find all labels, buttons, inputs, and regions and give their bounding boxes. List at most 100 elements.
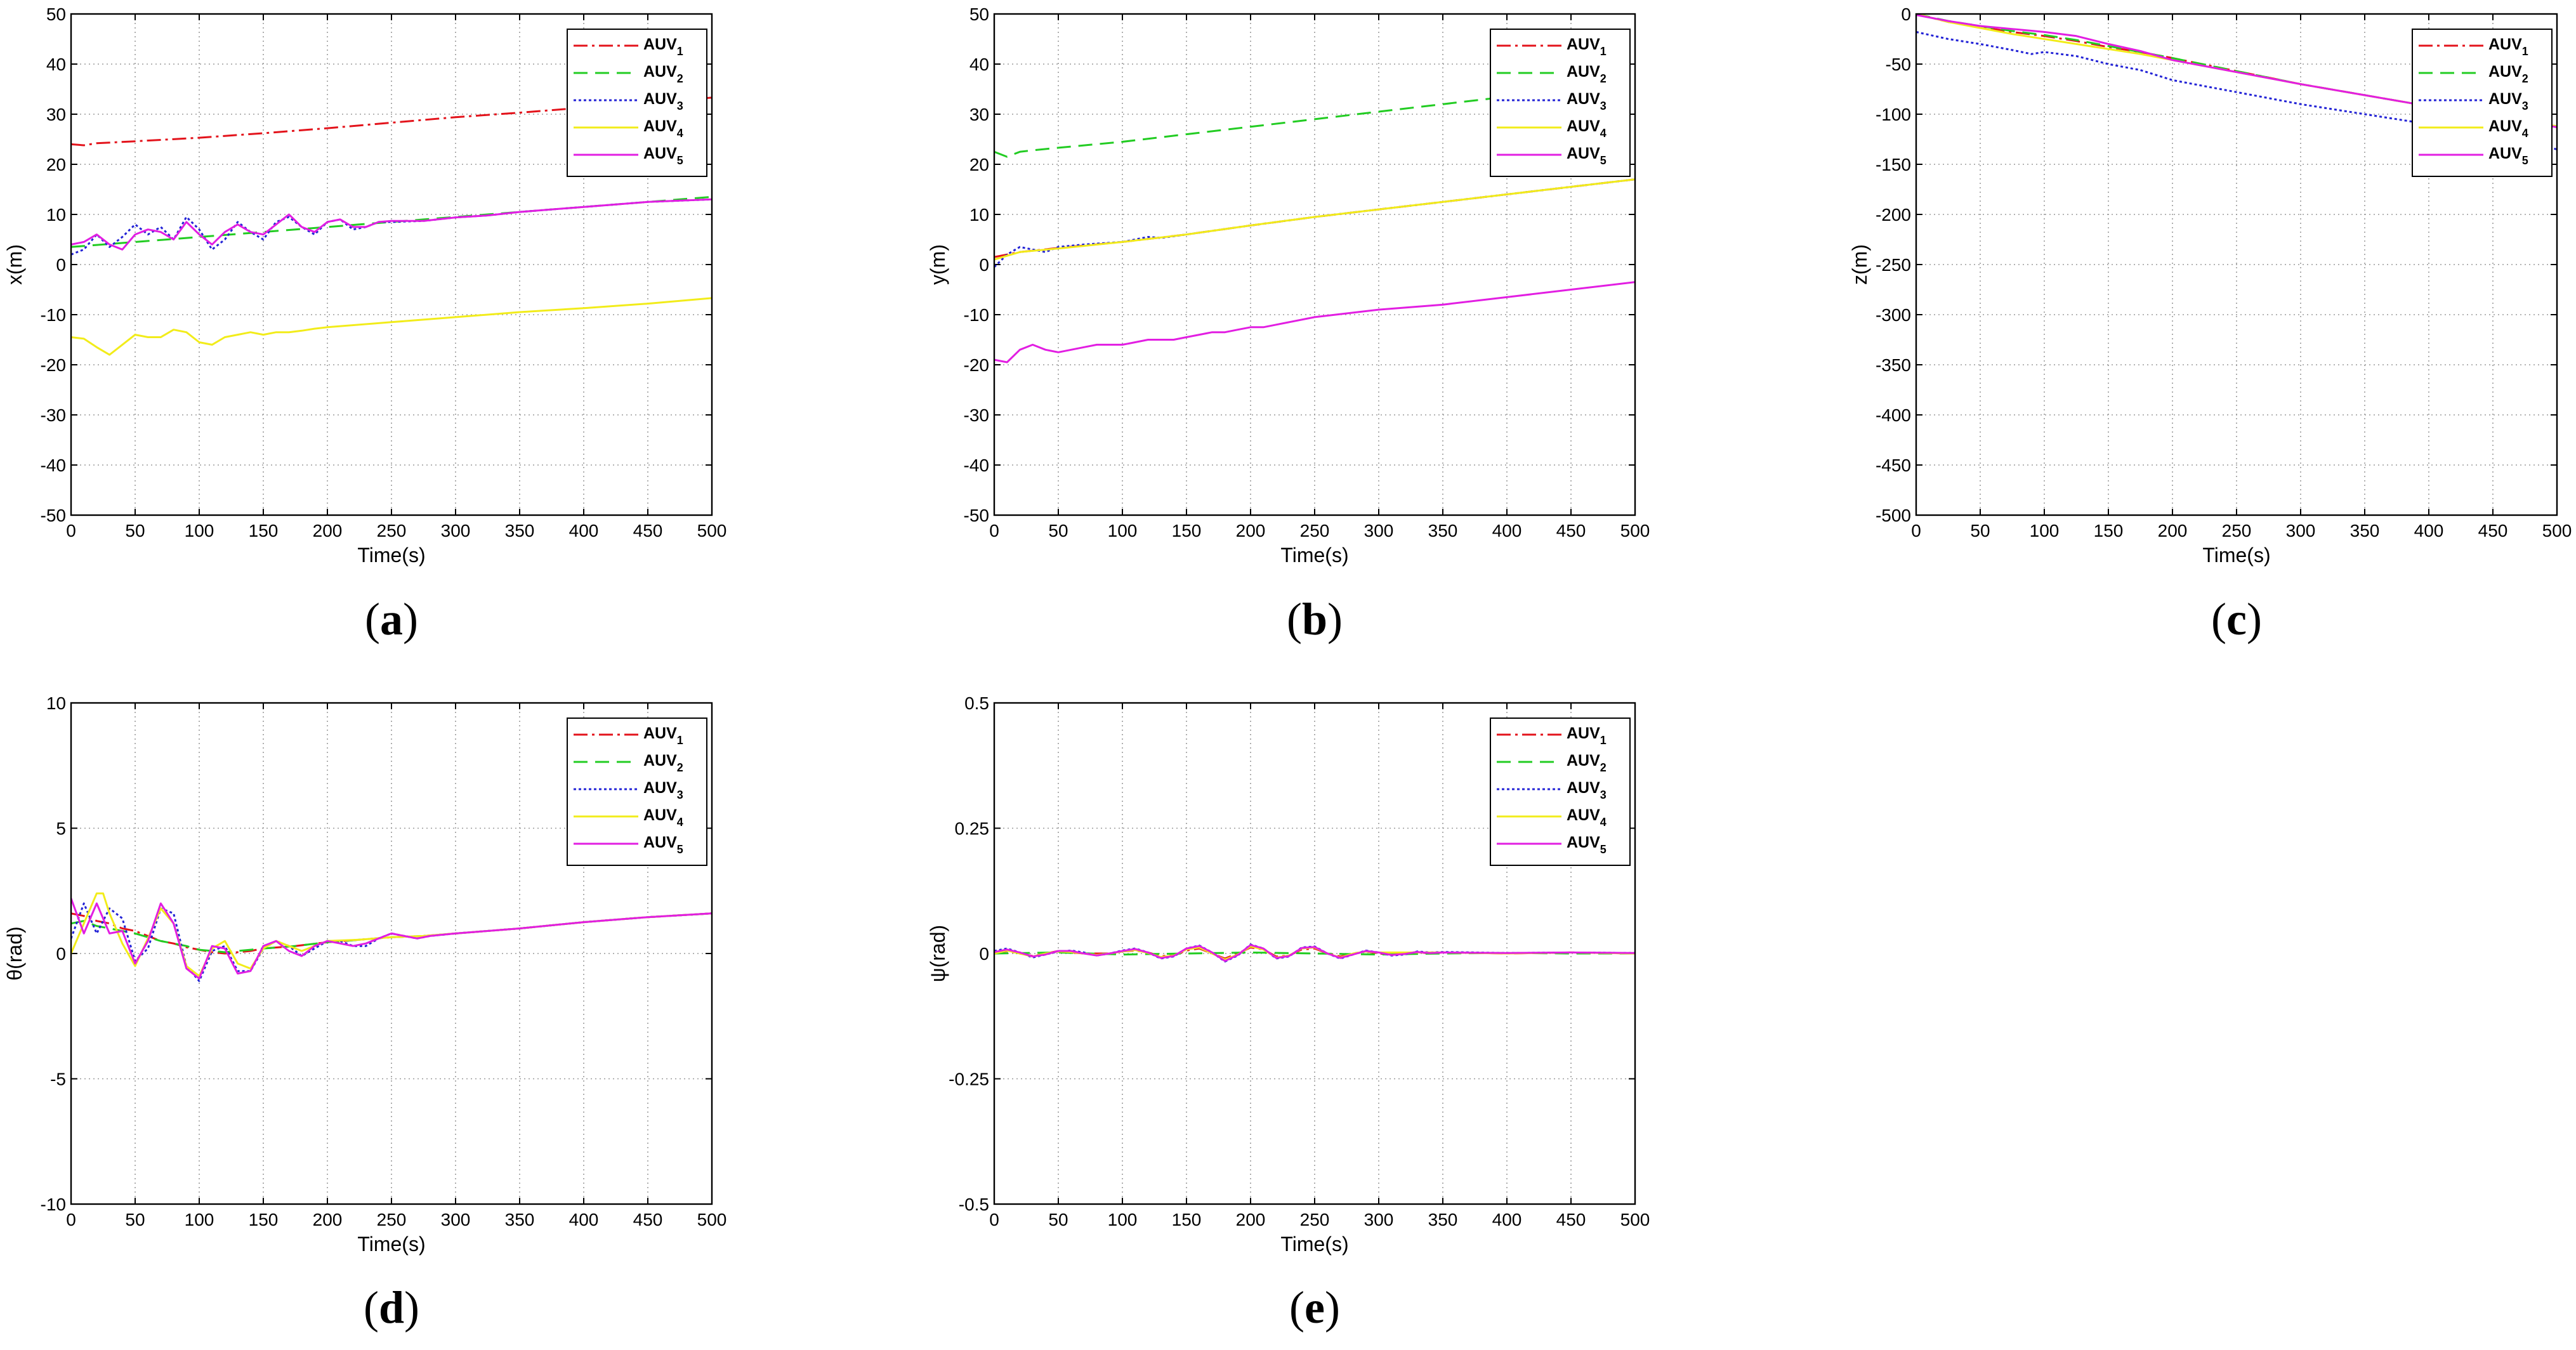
legend-label-subscript: 3 xyxy=(677,100,683,112)
x-tick-label: 450 xyxy=(1556,521,1586,541)
x-tick-label: 200 xyxy=(1236,1210,1266,1229)
x-tick-label: 50 xyxy=(125,1210,145,1229)
x-tick-label: 400 xyxy=(1492,521,1522,541)
legend-label-subscript: 1 xyxy=(1600,45,1607,58)
panel-caption: (b) xyxy=(1287,594,1343,645)
y-tick-label: 10 xyxy=(969,205,989,225)
y-tick-label: 10 xyxy=(46,693,66,713)
x-tick-label: 200 xyxy=(1236,521,1266,541)
legend-label-subscript: 4 xyxy=(2522,127,2528,140)
y-tick-label: 20 xyxy=(46,155,66,174)
axes-frame xyxy=(993,13,1636,516)
legend-label-subscript: 4 xyxy=(1600,816,1607,829)
x-tick-label: 350 xyxy=(505,1210,535,1229)
chart-panel-e: 0 50 100 150 200 250 300 350 400 450 500-0.5-0.250… xyxy=(926,693,1650,1333)
y-tick-label: -20 xyxy=(41,355,66,375)
x-tick-label: 150 xyxy=(1172,521,1202,541)
y-tick-label: 0 xyxy=(979,255,989,275)
y-tick-label: -100 xyxy=(1876,105,1911,124)
legend-label-subscript: 5 xyxy=(677,843,683,856)
x-tick-label: 250 xyxy=(1300,521,1330,541)
series-line-auv5 xyxy=(1916,14,2557,128)
legend-label-subscript: 4 xyxy=(677,127,683,140)
x-tick-label: 50 xyxy=(125,521,145,541)
x-tick-label: 200 xyxy=(313,1210,343,1229)
x-tick-label: 450 xyxy=(2478,521,2508,541)
legend-label-subscript: 1 xyxy=(677,734,683,747)
y-tick-label: 50 xyxy=(46,4,66,24)
x-tick-label: 350 xyxy=(2350,521,2380,541)
x-axis-label: Time(s) xyxy=(357,1233,425,1255)
legend-label-subscript: 2 xyxy=(1600,761,1607,774)
legend-box xyxy=(1490,718,1631,866)
axes-frame xyxy=(70,13,713,516)
y-tick-label: -40 xyxy=(41,455,66,475)
x-tick-label: 300 xyxy=(441,521,471,541)
x-tick-label: 100 xyxy=(185,1210,214,1229)
series-line-auv4 xyxy=(71,297,712,356)
panel-caption: (e) xyxy=(1289,1282,1340,1333)
x-tick-label: 500 xyxy=(1620,1210,1650,1229)
chart-panel-d: 0 50 100 150 200 250 300 350 400 450 500 -10 -5 0 5 10 T… xyxy=(3,693,726,1333)
chart-panel-c: 0 50 100 150 200 250 300 350 400 450 500-500-450-4… xyxy=(1848,4,2572,645)
x-tick-label: 250 xyxy=(1300,1210,1330,1229)
x-tick-label: 200 xyxy=(2158,521,2188,541)
y-tick-label: -10 xyxy=(964,305,989,325)
x-tick-label: 150 xyxy=(249,1210,279,1229)
x-tick-label: 150 xyxy=(1172,1210,1202,1229)
x-tick-label: 0 xyxy=(66,1210,76,1229)
x-axis-label: Time(s) xyxy=(1280,1233,1348,1255)
x-tick-label: 450 xyxy=(633,1210,663,1229)
legend-label-subscript: 3 xyxy=(677,789,683,801)
y-tick-label: -5 xyxy=(50,1070,66,1089)
x-tick-label: 100 xyxy=(1108,521,1138,541)
legend-label-subscript: 3 xyxy=(1600,789,1607,801)
series-line-auv5 xyxy=(994,281,1635,364)
x-tick-label: 100 xyxy=(185,521,214,541)
series-line-auv4 xyxy=(994,178,1635,261)
y-tick-label: -500 xyxy=(1876,506,1911,525)
x-tick-label: 250 xyxy=(377,1210,407,1229)
legend-label-subscript: 1 xyxy=(1600,734,1607,747)
x-tick-label: 500 xyxy=(697,521,727,541)
x-axis-label: Time(s) xyxy=(1280,544,1348,567)
legend-label-subscript: 4 xyxy=(1600,127,1607,140)
x-tick-label: 50 xyxy=(1048,1210,1068,1229)
x-tick-label: 0 xyxy=(1911,521,1921,541)
y-tick-label: 50 xyxy=(969,4,989,24)
axes-frame xyxy=(993,702,1636,1205)
x-axis-label: Time(s) xyxy=(2202,544,2270,567)
x-tick-label: 250 xyxy=(2222,521,2252,541)
x-tick-label: 50 xyxy=(1048,521,1068,541)
chart-panel-b: 0 50 100 150 200 250 300 350 400 450 500-50-40-30-… xyxy=(926,4,1650,645)
y-tick-label: 0 xyxy=(56,255,66,275)
x-tick-label: 0 xyxy=(66,521,76,541)
x-tick-label: 500 xyxy=(697,1210,727,1229)
x-tick-label: 450 xyxy=(1556,1210,1586,1229)
legend-label-subscript: 2 xyxy=(677,761,683,774)
y-tick-label: -0.5 xyxy=(959,1195,989,1214)
panel-caption: (a) xyxy=(365,594,418,645)
series-line-auv5 xyxy=(71,198,712,251)
series-line-auv5 xyxy=(994,944,1635,962)
y-tick-label: 30 xyxy=(46,105,66,124)
y-tick-label: 0.25 xyxy=(955,819,990,839)
x-tick-label: 50 xyxy=(1970,521,1990,541)
y-tick-label: -50 xyxy=(964,506,989,525)
x-tick-label: 350 xyxy=(1428,521,1458,541)
x-tick-label: 400 xyxy=(1492,1210,1522,1229)
legend-label-subscript: 2 xyxy=(677,72,683,85)
x-tick-label: 200 xyxy=(313,521,343,541)
x-tick-label: 0 xyxy=(989,521,999,541)
y-tick-label: -50 xyxy=(1886,55,1911,74)
chart-panel-a: 0 50 100 150 200 250 300 350 400 450 500-50-40-30-… xyxy=(3,4,726,645)
y-tick-label: 40 xyxy=(46,55,66,74)
y-tick-label: 0 xyxy=(1901,4,1911,24)
x-tick-label: 450 xyxy=(633,521,663,541)
x-tick-label: 100 xyxy=(1108,1210,1138,1229)
y-tick-label: -150 xyxy=(1876,155,1911,174)
x-tick-label: 300 xyxy=(441,1210,471,1229)
